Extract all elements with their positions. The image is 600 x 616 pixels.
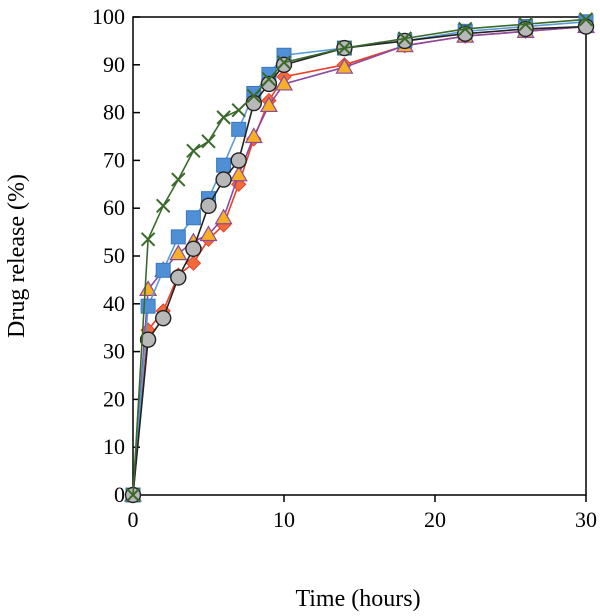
y-tick-label: 50 xyxy=(103,243,125,268)
data-point-triangle xyxy=(139,280,158,297)
data-point-square xyxy=(216,157,232,173)
data-point-circle xyxy=(139,331,157,348)
series-line xyxy=(132,20,587,496)
data-point-x xyxy=(276,55,292,70)
y-tick-label: 10 xyxy=(103,434,125,459)
data-point-x xyxy=(578,12,594,27)
data-point-circle xyxy=(200,197,217,215)
data-point-triangle xyxy=(169,244,188,261)
y-tick-label: 70 xyxy=(103,147,125,172)
data-point-x xyxy=(337,40,352,56)
data-point-x xyxy=(457,21,473,37)
data-point-x xyxy=(518,16,533,32)
x-tick-label: 30 xyxy=(575,507,597,532)
data-point-x xyxy=(261,71,277,87)
data-point-triangle xyxy=(214,208,233,225)
x-tick-label: 10 xyxy=(273,507,295,532)
data-point-circle xyxy=(245,94,263,112)
y-tick-label: 60 xyxy=(103,195,125,220)
series-line xyxy=(132,25,587,496)
data-point-x xyxy=(140,232,156,247)
data-point-x xyxy=(216,110,231,125)
series-circle xyxy=(124,18,595,504)
data-point-circle xyxy=(275,56,293,74)
series-layer xyxy=(123,12,596,504)
data-point-triangle xyxy=(199,225,218,242)
data-point-square xyxy=(170,229,186,245)
data-point-circle xyxy=(260,75,278,93)
data-point-circle xyxy=(154,309,172,327)
y-tick-label: 100 xyxy=(92,4,125,29)
series-line xyxy=(132,25,587,496)
data-point-square xyxy=(185,210,201,226)
x-tick-label: 0 xyxy=(128,507,139,532)
data-point-triangle xyxy=(259,96,278,113)
data-point-x xyxy=(125,487,141,503)
y-tick-label: 90 xyxy=(103,52,125,77)
data-point-square xyxy=(155,262,171,278)
data-point-x xyxy=(246,88,262,104)
data-point-diamond xyxy=(185,255,202,271)
data-point-circle xyxy=(170,269,187,286)
data-point-x xyxy=(201,134,216,149)
data-point-triangle xyxy=(335,57,354,74)
y-tick-label: 20 xyxy=(103,386,125,411)
data-point-circle xyxy=(215,171,232,188)
x-axis-ticks: 0 10 20 30 xyxy=(128,495,597,532)
data-point-circle xyxy=(396,32,413,50)
data-point-x xyxy=(231,103,246,118)
series-x xyxy=(125,12,594,503)
data-point-x xyxy=(171,172,186,187)
series-line xyxy=(132,18,587,496)
y-tick-label: 40 xyxy=(103,291,125,316)
data-point-triangle xyxy=(229,165,248,182)
data-point-x xyxy=(397,31,413,46)
y-tick-label: 80 xyxy=(103,100,125,125)
data-point-circle xyxy=(577,18,595,35)
y-tick-label: 30 xyxy=(103,339,125,364)
data-point-x xyxy=(186,143,201,159)
y-tick-label: 0 xyxy=(114,482,125,507)
y-axis-ticks: 0 10 20 30 40 50 60 70 80 90 100 xyxy=(92,4,140,507)
data-point-square xyxy=(231,121,247,137)
data-point-circle xyxy=(185,240,202,258)
data-point-triangle xyxy=(274,74,294,91)
data-point-triangle xyxy=(244,127,263,144)
data-point-circle xyxy=(230,152,247,169)
y-axis-title: Drug release (%) xyxy=(4,174,30,338)
x-tick-label: 20 xyxy=(424,507,446,532)
x-axis-title: Time (hours) xyxy=(295,586,420,612)
data-point-x xyxy=(155,198,171,214)
